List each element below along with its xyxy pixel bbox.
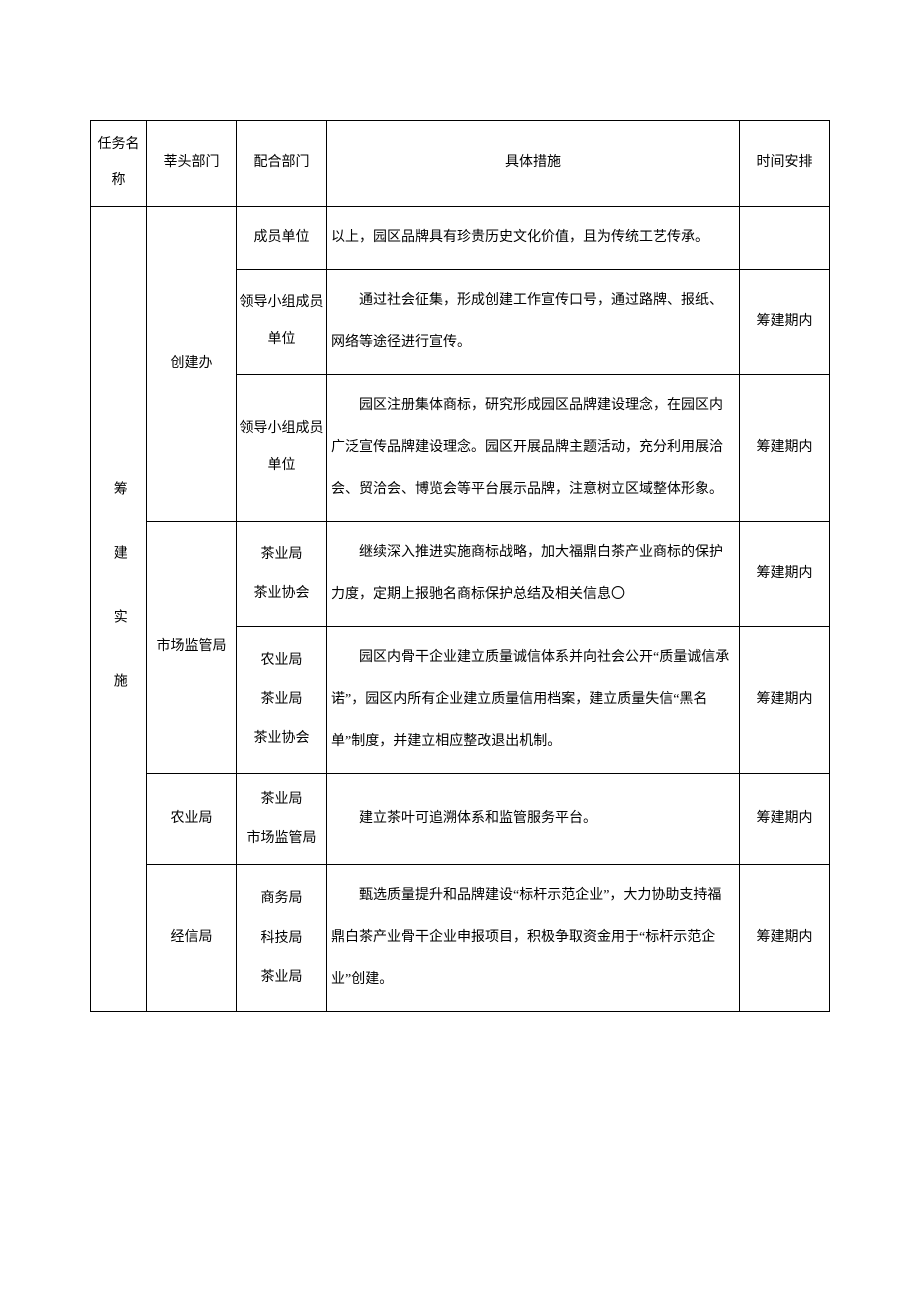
schedule-cell: 筹建期内 [740, 626, 830, 773]
lead-dept-cell: 农业局 [147, 773, 237, 864]
measure-cell: 园区内骨干企业建立质量诚信体系并向社会公开“质量诚信承诺”，园区内所有企业建立质… [327, 626, 740, 773]
measure-cell: 甄选质量提升和品牌建设“标杆示范企业”，大力协助支持福鼎白茶产业骨干企业申报项目… [327, 865, 740, 1012]
table-header-row: 任务名称 莘头部门 配合部门 具体措施 时间安排 [91, 121, 830, 207]
measure-cell: 以上，园区品牌具有珍贵历史文化价值，且为传统工艺传承。 [327, 206, 740, 269]
task-table: 任务名称 莘头部门 配合部门 具体措施 时间安排 筹建实施创建办成员单位以上，园… [90, 120, 830, 1012]
measure-cell: 继续深入推进实施商标战略，加大福鼎白茶产业商标的保护力度，定期上报驰名商标保护总… [327, 521, 740, 626]
task-name-label: 筹建实施 [100, 481, 136, 737]
schedule-cell: 筹建期内 [740, 521, 830, 626]
table-row: 农业局茶业局市场监管局建立茶叶可追溯体系和监管服务平台。筹建期内 [91, 773, 830, 864]
schedule-cell: 筹建期内 [740, 269, 830, 374]
header-task-name: 任务名称 [91, 121, 147, 207]
header-support-dept: 配合部门 [237, 121, 327, 207]
support-dept-cell: 农业局茶业局茶业协会 [237, 626, 327, 773]
support-dept-cell: 领导小组成员单位 [237, 374, 327, 521]
schedule-cell: 筹建期内 [740, 865, 830, 1012]
table-row: 经信局商务局科技局茶业局甄选质量提升和品牌建设“标杆示范企业”，大力协助支持福鼎… [91, 865, 830, 1012]
header-measure: 具体措施 [327, 121, 740, 207]
support-dept-cell: 领导小组成员单位 [237, 269, 327, 374]
support-dept-cell: 商务局科技局茶业局 [237, 865, 327, 1012]
support-dept-cell: 成员单位 [237, 206, 327, 269]
schedule-cell [740, 206, 830, 269]
lead-dept-cell: 市场监管局 [147, 521, 237, 773]
measure-cell: 建立茶叶可追溯体系和监管服务平台。 [327, 773, 740, 864]
table-body: 筹建实施创建办成员单位以上，园区品牌具有珍贵历史文化价值，且为传统工艺传承。领导… [91, 206, 830, 1011]
lead-dept-cell: 创建办 [147, 206, 237, 521]
lead-dept-cell: 经信局 [147, 865, 237, 1012]
schedule-cell: 筹建期内 [740, 773, 830, 864]
schedule-cell: 筹建期内 [740, 374, 830, 521]
support-dept-cell: 茶业局茶业协会 [237, 521, 327, 626]
table-row: 筹建实施创建办成员单位以上，园区品牌具有珍贵历史文化价值，且为传统工艺传承。 [91, 206, 830, 269]
measure-cell: 通过社会征集，形成创建工作宣传口号，通过路牌、报纸、网络等途径进行宣传。 [327, 269, 740, 374]
header-schedule: 时间安排 [740, 121, 830, 207]
support-dept-cell: 茶业局市场监管局 [237, 773, 327, 864]
task-name-cell: 筹建实施 [91, 206, 147, 1011]
measure-cell: 园区注册集体商标，研究形成园区品牌建设理念，在园区内广泛宣传品牌建设理念。园区开… [327, 374, 740, 521]
table-row: 市场监管局茶业局茶业协会继续深入推进实施商标战略，加大福鼎白茶产业商标的保护力度… [91, 521, 830, 626]
header-lead-dept: 莘头部门 [147, 121, 237, 207]
